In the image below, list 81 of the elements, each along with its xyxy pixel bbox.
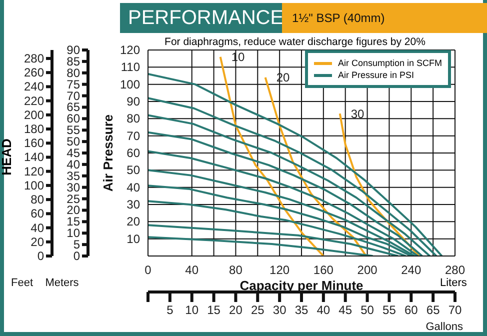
x2-tick-label: 20 xyxy=(229,303,243,317)
x2-tick-label: 25 xyxy=(250,303,265,317)
text: HEAD xyxy=(0,138,14,178)
y-tick-label: 10 xyxy=(126,232,140,246)
x-tick-label: 240 xyxy=(401,263,422,277)
y-tick-label: 50 xyxy=(126,163,140,178)
y2-tick-label: 80 xyxy=(66,66,80,80)
x2-tick-label: 45 xyxy=(338,303,352,317)
x2-tick-label: 55 xyxy=(382,303,396,317)
y3-tick-label: 200 xyxy=(24,108,44,122)
chart-subtitle: 1½" BSP (40mm) xyxy=(282,3,487,33)
x2-tick-label: 65 xyxy=(426,303,440,317)
x2-tick-label: 40 xyxy=(316,303,330,317)
text: Liters xyxy=(440,277,467,289)
y3-tick-label: 160 xyxy=(24,136,44,150)
y-axis-title: Air Pressure xyxy=(100,114,116,192)
y2-tick-label: 65 xyxy=(66,100,80,114)
y2-tick-label: 25 xyxy=(66,192,80,206)
y2-axis-title: Meters xyxy=(45,276,80,289)
y-tick-label: 20 xyxy=(126,214,140,229)
y-tick-label: 70 xyxy=(126,128,140,143)
y3-tick-label: 0 xyxy=(37,249,44,263)
x2-tick-label: 10 xyxy=(185,303,199,317)
y3-tick-label: 280 xyxy=(24,51,44,66)
y2-tick-label: 70 xyxy=(66,88,80,103)
x2-tick-label: 5 xyxy=(166,303,174,317)
y2-tick-label: 50 xyxy=(66,134,80,149)
y2-tick-label: 0 xyxy=(73,249,80,263)
x2-tick-label: 50 xyxy=(360,303,374,317)
x-tick-label: 120 xyxy=(270,263,290,277)
y-tick-label: 60 xyxy=(126,146,140,160)
legend-label: Air Consumption in SCFM xyxy=(338,58,442,68)
legend-label: Air Pressure in PSI xyxy=(338,70,414,80)
y-tick-label: 80 xyxy=(126,112,140,126)
y2-tick-label: 90 xyxy=(66,43,80,57)
y3-tick-label: 40 xyxy=(30,220,44,235)
x-tick-label: 160 xyxy=(313,263,334,277)
y2-tick-label: 30 xyxy=(66,180,80,194)
y2-tick-label: 55 xyxy=(66,123,80,138)
y2-tick-label: 60 xyxy=(66,112,80,126)
y2-tick-label: 85 xyxy=(66,54,80,68)
x2-tick-label: 60 xyxy=(404,303,418,317)
y2-tick-label: 15 xyxy=(66,214,80,229)
y3-tick-label: 20 xyxy=(30,234,44,249)
x2-tick-label: 15 xyxy=(207,303,221,317)
x-tick-label: 200 xyxy=(357,263,378,277)
y3-axis-title: Feet xyxy=(10,276,34,289)
x-tick-label: 80 xyxy=(229,263,243,277)
annotation: 30 xyxy=(350,106,365,121)
y-tick-label: 90 xyxy=(126,94,140,108)
y3-tick-label: 260 xyxy=(24,66,44,80)
y3-tick-label: 120 xyxy=(24,164,44,178)
x2-axis-title: Gallons xyxy=(426,321,464,333)
y2-tick-label: 40 xyxy=(66,157,80,172)
x2-tick-label: 30 xyxy=(272,303,287,317)
y2-tick-label: 10 xyxy=(66,226,80,240)
x-tick-label: 40 xyxy=(185,263,199,277)
y3-tick-label: 100 xyxy=(24,178,44,192)
x2-tick-label: 35 xyxy=(294,303,308,317)
y3-tick-label: 220 xyxy=(24,94,44,108)
y3-tick-label: 140 xyxy=(24,150,44,164)
chart-title: PERFORMANCE xyxy=(120,3,285,33)
y-tick-label: 120 xyxy=(120,43,140,57)
y2-tick-label: 20 xyxy=(66,203,80,218)
x2-tick-label: 70 xyxy=(448,303,462,317)
y3-tick-label: 180 xyxy=(24,122,44,136)
y3-tick-label: 60 xyxy=(30,206,44,221)
y2-tick-label: 45 xyxy=(66,146,80,160)
y-tick-label: 40 xyxy=(126,180,140,194)
y-tick-label: 100 xyxy=(120,77,140,92)
y-tick-label: 110 xyxy=(120,60,140,74)
y2-tick-label: 75 xyxy=(66,77,80,92)
y3-tick-label: 240 xyxy=(24,80,44,94)
y3-tick-label: 80 xyxy=(30,192,44,207)
x-tick-label: 0 xyxy=(144,263,152,277)
y2-tick-label: 35 xyxy=(66,168,80,183)
text: For diaphragms, reduce water discharge figures by 20% xyxy=(164,36,426,48)
y-tick-label: 30 xyxy=(126,198,140,212)
x-axis-title: Capacity per Minute xyxy=(240,278,364,293)
x-tick-label: 280 xyxy=(444,263,466,277)
y2-tick-label: 5 xyxy=(73,238,80,252)
